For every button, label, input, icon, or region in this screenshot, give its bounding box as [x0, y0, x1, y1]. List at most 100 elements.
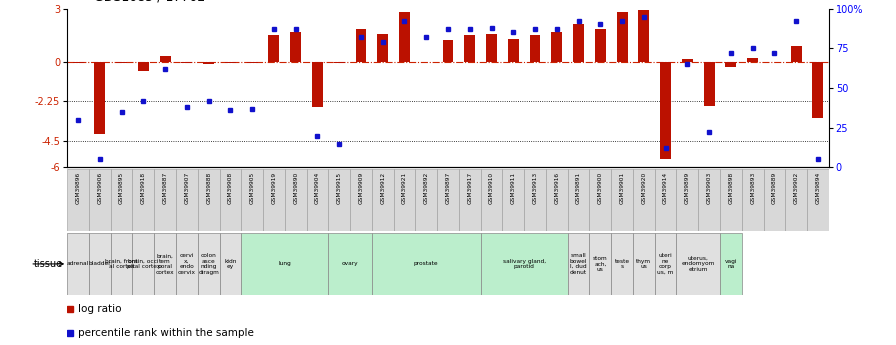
Text: vagi
na: vagi na: [725, 259, 737, 269]
Bar: [328, 169, 350, 231]
Text: percentile rank within the sample: percentile rank within the sample: [78, 328, 254, 338]
Text: GSM39911: GSM39911: [511, 171, 516, 204]
Bar: [480, 169, 503, 231]
Bar: [356, 29, 366, 61]
Bar: [633, 233, 655, 295]
Bar: [595, 29, 606, 61]
Bar: [791, 46, 802, 61]
Bar: [568, 233, 590, 295]
Bar: [246, 61, 258, 63]
Text: GSM39891: GSM39891: [576, 171, 582, 204]
Text: stom
ach,
us: stom ach, us: [593, 256, 607, 272]
Bar: [443, 40, 453, 61]
Bar: [698, 169, 720, 231]
Text: log ratio: log ratio: [78, 304, 121, 314]
Text: GSM39916: GSM39916: [555, 171, 559, 204]
Bar: [94, 61, 106, 134]
Bar: [333, 61, 345, 63]
Bar: [241, 169, 263, 231]
Text: GSM39890: GSM39890: [293, 171, 298, 204]
Bar: [154, 233, 176, 295]
Text: ovary: ovary: [341, 262, 358, 266]
Bar: [116, 61, 127, 63]
Bar: [573, 24, 584, 61]
Text: GSM39906: GSM39906: [98, 171, 102, 204]
Bar: [269, 35, 280, 61]
Bar: [459, 169, 480, 231]
Bar: [633, 169, 655, 231]
Text: GSM39908: GSM39908: [228, 171, 233, 204]
Text: GSM39902: GSM39902: [794, 171, 798, 204]
Bar: [133, 169, 154, 231]
Text: GSM39895: GSM39895: [119, 171, 125, 204]
Text: GSM39905: GSM39905: [250, 171, 254, 204]
Bar: [399, 12, 410, 61]
Bar: [89, 233, 111, 295]
Bar: [181, 61, 193, 63]
Text: GSM39900: GSM39900: [598, 171, 603, 204]
Bar: [747, 58, 758, 61]
Bar: [372, 169, 393, 231]
Bar: [263, 169, 285, 231]
Bar: [480, 233, 568, 295]
Bar: [655, 169, 676, 231]
Bar: [486, 34, 497, 61]
Bar: [676, 169, 698, 231]
Text: GSM39898: GSM39898: [728, 171, 734, 204]
Bar: [203, 61, 214, 63]
Text: GSM39910: GSM39910: [489, 171, 494, 204]
Text: GSM39899: GSM39899: [685, 171, 690, 204]
Text: GSM39907: GSM39907: [185, 171, 189, 204]
Text: lung: lung: [279, 262, 291, 266]
Bar: [89, 169, 111, 231]
Bar: [198, 233, 220, 295]
Text: GSM39912: GSM39912: [380, 171, 385, 204]
Bar: [111, 169, 133, 231]
Bar: [220, 233, 241, 295]
Text: GSM39888: GSM39888: [206, 171, 211, 204]
Bar: [73, 61, 83, 63]
Bar: [159, 56, 170, 61]
Bar: [616, 12, 627, 61]
Text: GSM39904: GSM39904: [314, 171, 320, 204]
Bar: [742, 169, 763, 231]
Text: GSM39919: GSM39919: [271, 171, 277, 204]
Text: GSM39920: GSM39920: [642, 171, 646, 204]
Bar: [377, 34, 388, 61]
Bar: [421, 61, 432, 62]
Bar: [813, 61, 823, 118]
Bar: [176, 169, 198, 231]
Bar: [220, 169, 241, 231]
Bar: [611, 233, 633, 295]
Bar: [590, 169, 611, 231]
Text: uterus,
endomyom
etrium: uterus, endomyom etrium: [682, 256, 715, 272]
Text: GSM39915: GSM39915: [337, 171, 341, 204]
Bar: [290, 31, 301, 61]
Text: GSM39897: GSM39897: [445, 171, 451, 204]
Text: bladder: bladder: [89, 262, 111, 266]
Bar: [437, 169, 459, 231]
Text: GSM39889: GSM39889: [771, 171, 777, 204]
Bar: [312, 61, 323, 107]
Bar: [785, 169, 807, 231]
Text: tissue: tissue: [33, 259, 63, 269]
Bar: [568, 169, 590, 231]
Bar: [763, 169, 785, 231]
Bar: [464, 35, 475, 61]
Bar: [285, 169, 306, 231]
Text: colon
asce
nding
diragm: colon asce nding diragm: [198, 253, 220, 275]
Text: small
bowel
l, dud
denut: small bowel l, dud denut: [570, 253, 587, 275]
Text: thym
us: thym us: [636, 259, 651, 269]
Text: GSM39896: GSM39896: [75, 171, 81, 204]
Text: brain, front
al cortex: brain, front al cortex: [106, 259, 138, 269]
Bar: [508, 39, 519, 61]
Text: GSM39894: GSM39894: [815, 171, 821, 204]
Bar: [807, 169, 829, 231]
Bar: [154, 169, 176, 231]
Text: GSM39913: GSM39913: [532, 171, 538, 204]
Bar: [416, 169, 437, 231]
Text: GSM39909: GSM39909: [358, 171, 364, 204]
Bar: [350, 169, 372, 231]
Bar: [611, 169, 633, 231]
Text: teste
s: teste s: [615, 259, 630, 269]
